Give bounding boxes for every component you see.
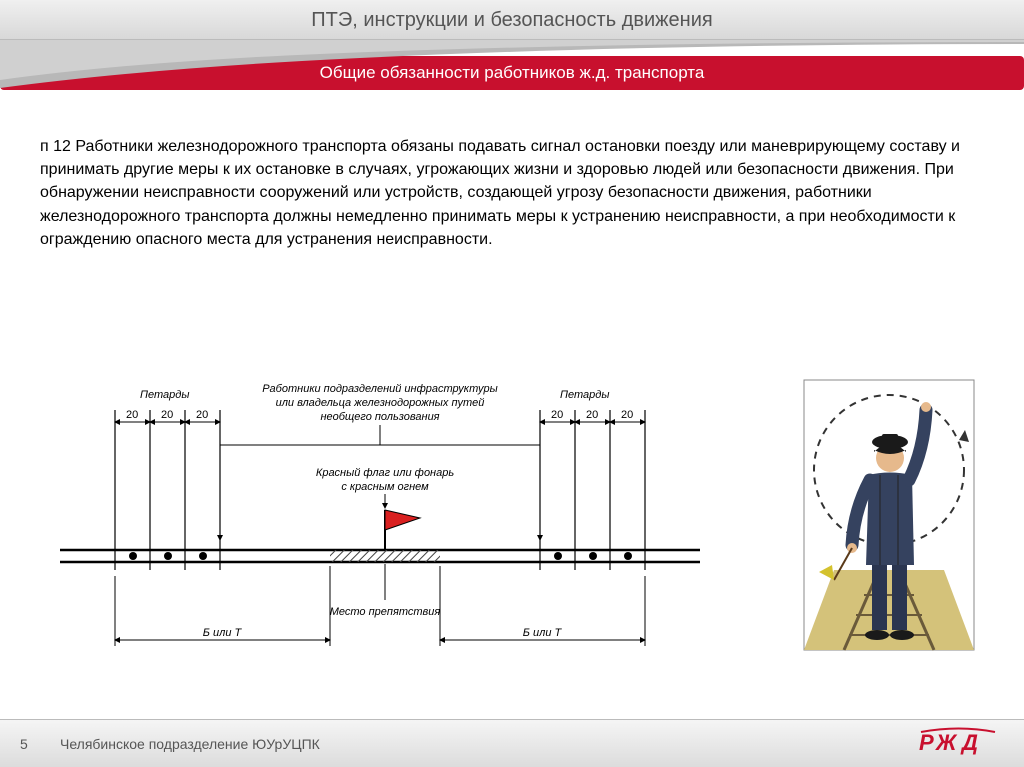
subheader-title: Общие обязанности работников ж.д. трансп… — [0, 58, 1024, 88]
spacing-l1: 20 — [126, 409, 138, 421]
center-top-1: Работники подразделений инфраструктуры — [262, 383, 498, 395]
spacing-l3: 20 — [196, 409, 208, 421]
obstacle-label: Место препятствия — [330, 606, 441, 618]
center-top-2: или владельца железнодорожных путей — [276, 397, 485, 409]
dist-right: Б или Т — [523, 627, 563, 639]
main-paragraph: п 12 Работники железнодорожного транспор… — [40, 135, 984, 251]
diagram-area: 20 20 20 Петарды 20 20 20 Петарды Работн… — [40, 370, 984, 690]
footer-org: Челябинское подразделение ЮУрУЦПК — [60, 736, 919, 752]
svg-text:Ж: Ж — [935, 730, 958, 755]
spacing-r2: 20 — [586, 409, 598, 421]
slide-header: ПТЭ, инструкции и безопасность движения — [0, 0, 1024, 40]
footer: 5 Челябинское подразделение ЮУрУЦПК P Ж … — [0, 719, 1024, 767]
content: п 12 Работники железнодорожного транспор… — [0, 95, 1024, 251]
dist-left: Б или Т — [203, 627, 243, 639]
subheader: Общие обязанности работников ж.д. трансп… — [0, 40, 1024, 95]
svg-text:Д: Д — [960, 730, 978, 755]
spacing-r1: 20 — [551, 409, 563, 421]
spacing-l2: 20 — [161, 409, 173, 421]
track-diagram: 20 20 20 Петарды 20 20 20 Петарды Работн… — [40, 370, 740, 680]
petards-right: Петарды — [560, 389, 609, 401]
center-top-3: необщего пользования — [320, 411, 439, 423]
rzd-logo: P Ж Д — [919, 727, 1024, 760]
svg-text:P: P — [919, 730, 935, 755]
page-number: 5 — [0, 736, 60, 752]
worker-illustration — [784, 370, 984, 660]
redflag-1: Красный флаг или фонарь — [316, 467, 455, 479]
redflag-2: с красным огнем — [341, 481, 429, 493]
petards-left: Петарды — [140, 389, 189, 401]
header-title: ПТЭ, инструкции и безопасность движения — [311, 9, 712, 31]
spacing-r3: 20 — [621, 409, 633, 421]
